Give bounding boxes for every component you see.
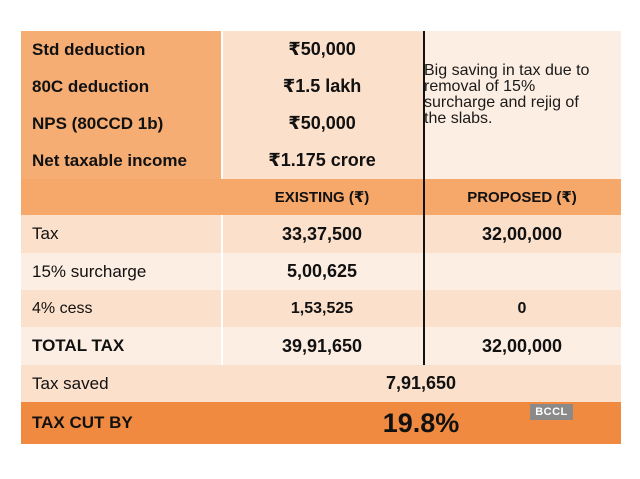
column-separator xyxy=(221,215,223,365)
deduction-value: ₹1.175 crore xyxy=(221,142,423,179)
deduction-label: 80C deduction xyxy=(32,76,150,96)
deduction-label: Std deduction xyxy=(32,39,146,59)
deduction-label: Net taxable income xyxy=(32,150,187,170)
deduction-value: ₹1.5 lakh xyxy=(221,68,423,105)
proposed-value: 32,00,000 xyxy=(481,223,563,244)
tax-saved-label: Tax saved xyxy=(32,373,109,393)
row-label: Tax xyxy=(32,224,59,243)
row-label: TOTAL TAX xyxy=(32,336,125,355)
existing-value: 1,53,525 xyxy=(290,299,354,317)
deduction-label: NPS (80CCD 1b) xyxy=(32,113,164,133)
column-header-row: EXISTING (₹) PROPOSED (₹) xyxy=(21,179,621,215)
row-label: 15% surcharge xyxy=(32,261,147,281)
existing-value: 33,37,500 xyxy=(281,223,363,244)
deduction-value: ₹50,000 xyxy=(221,105,423,142)
column-separator xyxy=(221,31,223,179)
note-text: Big saving in tax due to removal of 15% … xyxy=(424,62,590,127)
tax-saved-value: 7,91,650 xyxy=(385,373,457,393)
header-existing: EXISTING (₹) xyxy=(274,189,370,206)
existing-value: 39,91,650 xyxy=(281,335,363,356)
tax-cut-label: TAX CUT BY xyxy=(32,413,133,432)
table-row: 15% surcharge 5,00,625 xyxy=(21,253,621,290)
row-label: 4% cess xyxy=(32,299,93,317)
header-proposed: PROPOSED (₹) xyxy=(467,189,577,206)
tax-comparison-table: Std deduction ₹50,000 80C deduction ₹1.5… xyxy=(21,31,621,444)
table-row: 4% cess 1,53,525 0 xyxy=(21,290,621,327)
tax-cut-row: TAX CUT BY 19.8% xyxy=(21,402,621,444)
deduction-value: ₹50,000 xyxy=(221,31,423,68)
table-row: Tax 33,37,500 32,00,000 xyxy=(21,215,621,253)
proposed-value: 32,00,000 xyxy=(481,335,563,356)
tax-saved-row: Tax saved 7,91,650 xyxy=(21,365,621,402)
proposed-value xyxy=(423,253,621,290)
proposed-value: 0 xyxy=(517,299,527,317)
tax-cut-value: 19.8% xyxy=(382,407,460,438)
existing-value: 5,00,625 xyxy=(286,261,358,281)
table-row-total: TOTAL TAX 39,91,650 32,00,000 xyxy=(21,327,621,365)
bccl-watermark: BCCL xyxy=(530,404,573,420)
note-panel xyxy=(423,31,621,179)
column-divider-line xyxy=(423,31,425,365)
